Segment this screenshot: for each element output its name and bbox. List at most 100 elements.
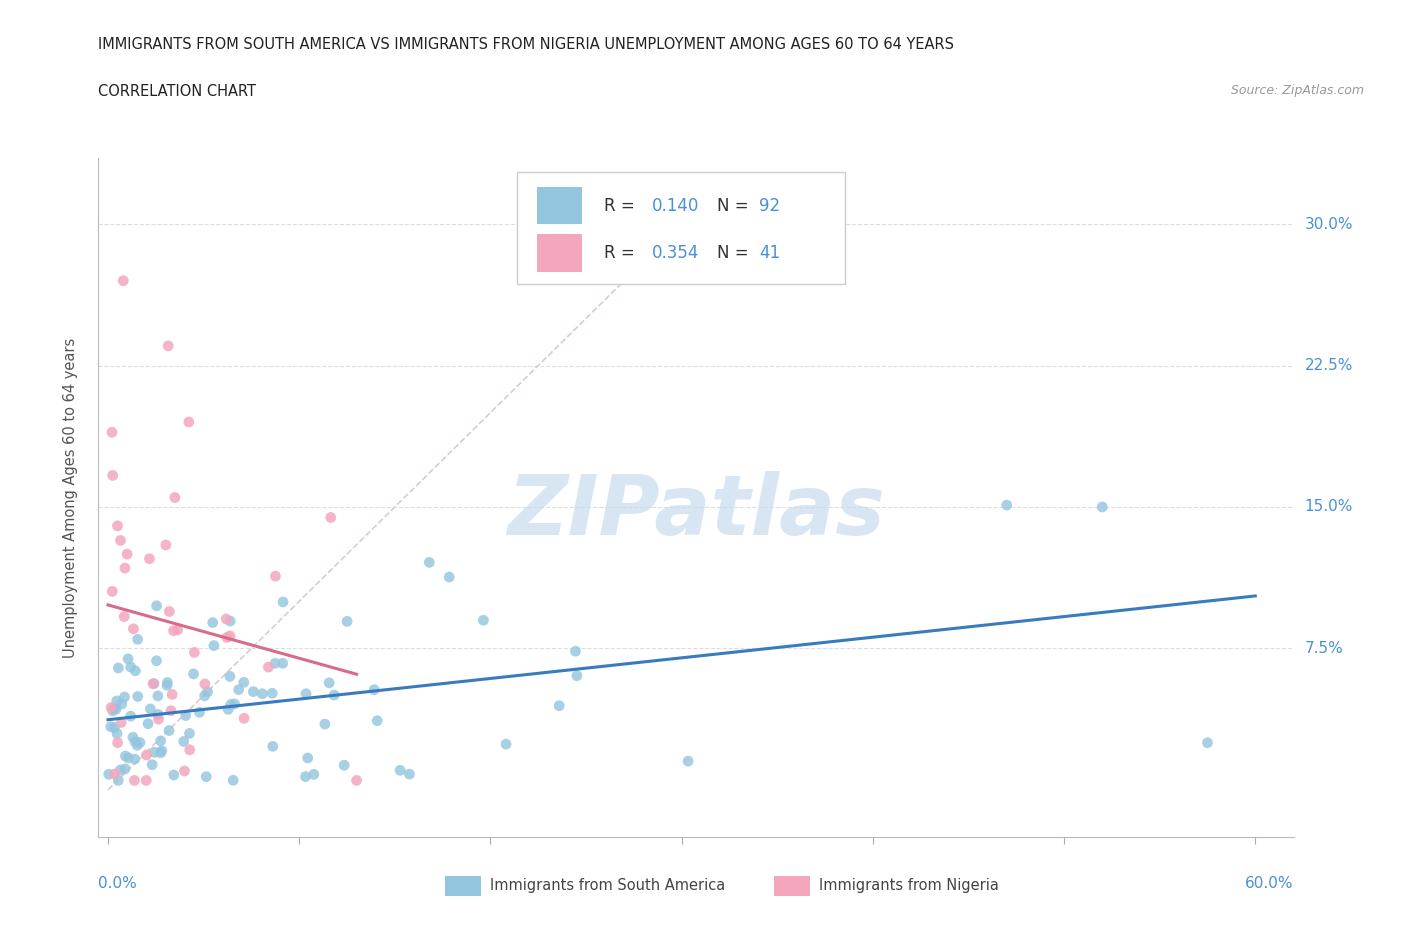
- Point: [302, 767, 325, 782]
- Point: [233, 711, 256, 725]
- Point: [146, 707, 169, 722]
- Point: [242, 684, 264, 699]
- Point: [676, 753, 699, 768]
- Point: [252, 686, 274, 701]
- Point: [201, 615, 224, 630]
- Point: [346, 773, 368, 788]
- Point: [156, 675, 179, 690]
- Point: [215, 612, 238, 627]
- Point: [136, 716, 159, 731]
- Point: [271, 594, 294, 609]
- Point: [149, 745, 172, 760]
- Point: [156, 678, 179, 693]
- Point: [262, 739, 284, 754]
- Point: [120, 659, 142, 674]
- Point: [127, 737, 149, 752]
- Point: [150, 743, 173, 758]
- Point: [143, 745, 166, 760]
- Point: [215, 630, 238, 644]
- Point: [162, 623, 184, 638]
- Point: [333, 758, 356, 773]
- Text: 0.0%: 0.0%: [98, 876, 138, 891]
- Point: [117, 651, 139, 666]
- Point: [219, 669, 242, 684]
- Point: [107, 660, 129, 675]
- Point: [129, 735, 152, 750]
- Point: [135, 773, 157, 788]
- Point: [122, 621, 145, 636]
- Point: [111, 697, 134, 711]
- Point: [217, 702, 239, 717]
- Point: [366, 713, 388, 728]
- Point: [548, 698, 571, 713]
- Point: [472, 613, 495, 628]
- Point: [174, 708, 197, 723]
- Point: [117, 751, 139, 765]
- Point: [179, 726, 201, 741]
- Point: [103, 701, 125, 716]
- Point: [100, 700, 122, 715]
- Text: R =: R =: [605, 196, 640, 215]
- Point: [166, 622, 188, 637]
- Text: 0.354: 0.354: [652, 245, 699, 262]
- Point: [101, 584, 124, 599]
- Point: [138, 551, 160, 566]
- FancyBboxPatch shape: [537, 187, 582, 224]
- Point: [257, 659, 280, 674]
- Point: [219, 629, 242, 644]
- Point: [194, 688, 217, 703]
- Point: [127, 631, 149, 646]
- Point: [232, 675, 254, 690]
- Point: [114, 561, 136, 576]
- Text: 92: 92: [759, 196, 780, 215]
- Point: [114, 749, 136, 764]
- Point: [160, 703, 183, 718]
- Point: [115, 547, 138, 562]
- Point: [145, 653, 167, 668]
- Point: [398, 766, 420, 781]
- Point: [107, 518, 129, 533]
- Point: [122, 730, 145, 745]
- Point: [107, 736, 129, 751]
- Point: [103, 720, 125, 735]
- Point: [105, 726, 128, 741]
- Point: [565, 669, 588, 684]
- Point: [389, 763, 412, 777]
- Point: [318, 675, 340, 690]
- Point: [101, 468, 124, 483]
- Point: [104, 702, 127, 717]
- Text: 30.0%: 30.0%: [1305, 217, 1353, 232]
- Text: Immigrants from Nigeria: Immigrants from Nigeria: [820, 878, 998, 894]
- Point: [157, 604, 180, 619]
- Point: [157, 724, 180, 738]
- Point: [97, 767, 120, 782]
- Text: ZIPatlas: ZIPatlas: [508, 471, 884, 551]
- Point: [145, 598, 167, 613]
- Point: [264, 569, 287, 584]
- Point: [160, 687, 183, 702]
- Point: [141, 757, 163, 772]
- Point: [124, 663, 146, 678]
- Point: [295, 686, 318, 701]
- Point: [142, 676, 165, 691]
- Text: 7.5%: 7.5%: [1305, 641, 1343, 656]
- Point: [124, 751, 146, 766]
- Point: [103, 766, 125, 781]
- Point: [262, 685, 284, 700]
- Point: [107, 773, 129, 788]
- Text: R =: R =: [605, 245, 640, 262]
- Text: 0.140: 0.140: [652, 196, 699, 215]
- Text: CORRELATION CHART: CORRELATION CHART: [98, 84, 256, 99]
- Point: [112, 609, 135, 624]
- Point: [418, 555, 440, 570]
- Point: [323, 687, 346, 702]
- Point: [143, 676, 166, 691]
- Point: [439, 569, 461, 584]
- Point: [177, 415, 200, 430]
- FancyBboxPatch shape: [517, 172, 845, 284]
- Point: [120, 709, 142, 724]
- Point: [195, 769, 218, 784]
- Point: [135, 748, 157, 763]
- Point: [294, 769, 316, 784]
- Point: [163, 767, 186, 782]
